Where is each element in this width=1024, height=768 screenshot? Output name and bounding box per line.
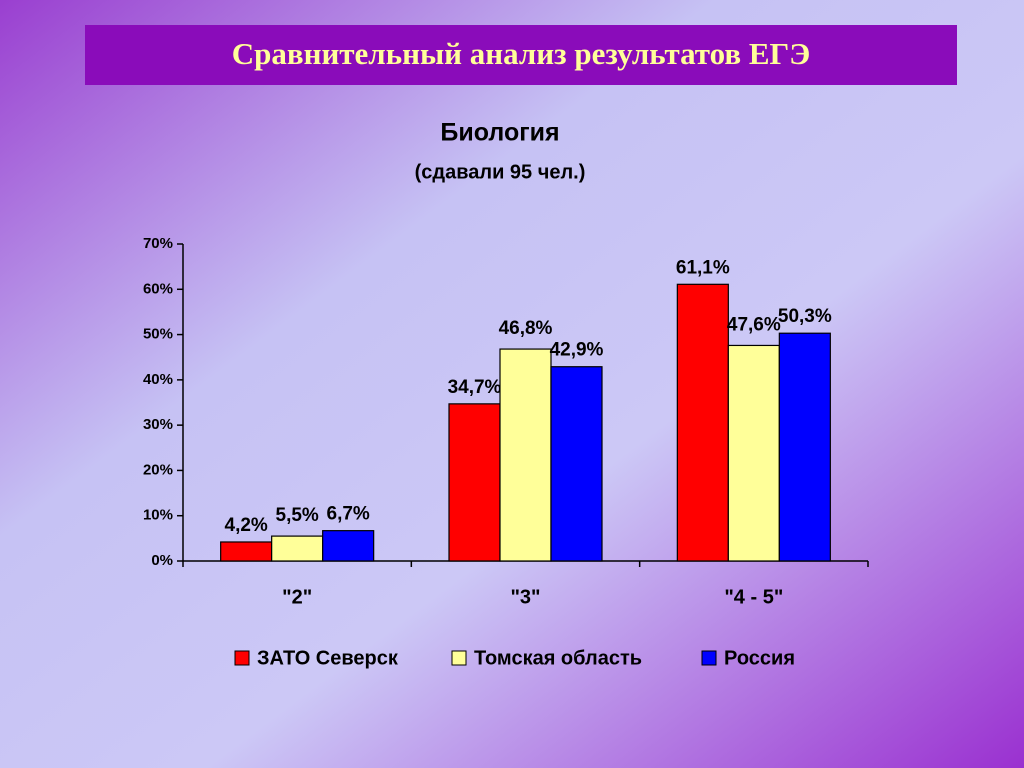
value-label: 47,6% bbox=[727, 314, 781, 335]
legend-label: ЗАТО Северск bbox=[257, 647, 399, 669]
legend-swatch bbox=[234, 650, 250, 666]
y-tick-label: 40% bbox=[143, 371, 173, 388]
value-label: 4,2% bbox=[225, 515, 268, 536]
chart-subtitle: (сдавали 95 чел.) bbox=[415, 161, 586, 183]
title-banner bbox=[85, 25, 957, 85]
x-tick-label: "3" bbox=[510, 586, 540, 608]
value-label: 46,8% bbox=[499, 318, 553, 339]
slide-title: Сравнительный анализ результатов ЕГЭ bbox=[232, 36, 811, 71]
bar bbox=[676, 283, 729, 562]
bar bbox=[727, 344, 780, 562]
bar bbox=[322, 530, 375, 562]
bar bbox=[271, 535, 324, 562]
value-label: 61,1% bbox=[676, 257, 730, 278]
bar bbox=[220, 541, 273, 562]
value-label: 42,9% bbox=[550, 340, 604, 361]
value-label: 50,3% bbox=[778, 306, 832, 327]
legend-label: Томская область bbox=[474, 647, 642, 669]
legend-label: Россия bbox=[724, 647, 795, 669]
value-label: 6,7% bbox=[327, 504, 370, 525]
bar bbox=[499, 348, 552, 562]
value-label: 34,7% bbox=[448, 377, 502, 398]
y-tick-label: 30% bbox=[143, 416, 173, 433]
y-tick-label: 50% bbox=[143, 326, 173, 343]
y-tick-label: 70% bbox=[143, 235, 173, 252]
legend-swatch bbox=[701, 650, 717, 666]
legend-swatch bbox=[451, 650, 467, 666]
y-tick-label: 20% bbox=[143, 461, 173, 478]
x-tick-label: "2" bbox=[282, 586, 312, 608]
value-label: 5,5% bbox=[276, 505, 319, 526]
y-tick-label: 10% bbox=[143, 507, 173, 524]
x-tick-label: "4 - 5" bbox=[724, 586, 783, 608]
y-tick-label: 60% bbox=[143, 280, 173, 297]
y-tick-label: 0% bbox=[151, 552, 173, 569]
bar bbox=[550, 366, 603, 562]
chart-title: Биология bbox=[440, 119, 559, 147]
bar bbox=[448, 403, 501, 562]
bar bbox=[778, 332, 831, 562]
